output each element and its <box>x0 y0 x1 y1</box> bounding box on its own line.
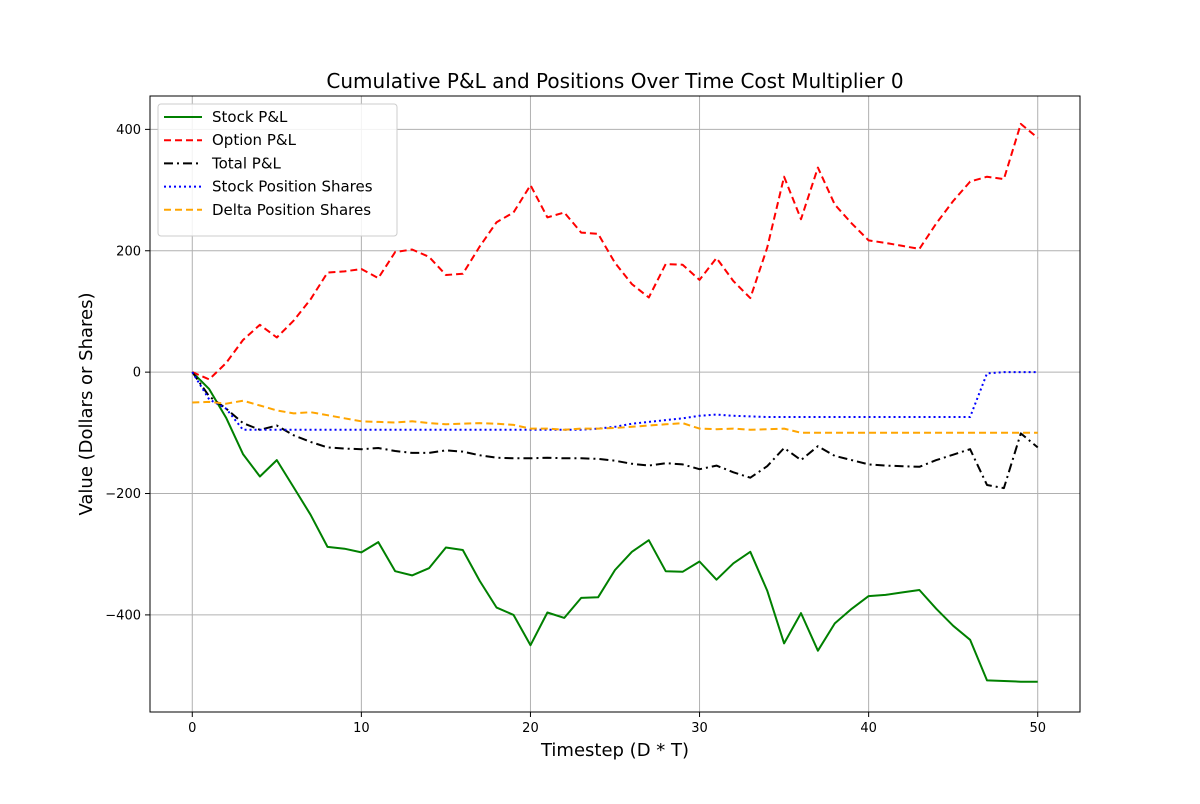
x-axis-label: Timestep (D * T) <box>540 740 689 761</box>
series-line-delta-position-shares <box>192 399 1038 434</box>
legend: Stock P&L Option P&L Total P&L Stock Positi… <box>157 103 398 237</box>
legend-label: Option P&L <box>212 131 297 149</box>
chart-title: Cumulative P&L and Positions Over Time C… <box>326 69 903 93</box>
x-tick-label: 10 <box>353 721 370 736</box>
legend-label: Delta Position Shares <box>212 201 371 219</box>
series-line-stock-position-shares <box>191 371 1038 431</box>
x-tick-label: 40 <box>860 721 877 736</box>
plot-frame <box>149 95 1081 713</box>
grid <box>150 96 1080 712</box>
axis-ticks: 0 10 20 30 40 50 −400 −200 0 200 400 <box>105 123 1046 736</box>
series-line-stock-p-l <box>191 371 1038 683</box>
y-tick-label: 200 <box>116 244 141 259</box>
x-tick-label: 30 <box>691 721 708 736</box>
y-tick-label: 0 <box>133 366 141 381</box>
series-line-total-p-l <box>191 371 1039 490</box>
y-tick-label: −400 <box>105 608 141 623</box>
legend-label: Stock Position Shares <box>212 178 373 196</box>
legend-label: Stock P&L <box>212 108 288 126</box>
series-group <box>191 122 1039 683</box>
y-tick-label: 400 <box>116 123 141 138</box>
x-tick-label: 0 <box>188 721 196 736</box>
legend-box <box>157 103 398 237</box>
x-tick-label: 20 <box>522 721 539 736</box>
series-line-option-p-l <box>191 122 1039 381</box>
y-tick-label: −200 <box>105 487 141 502</box>
y-axis-label: Value (Dollars or Shares) <box>76 292 97 515</box>
legend-label: Total P&L <box>211 154 282 172</box>
x-tick-label: 50 <box>1029 721 1046 736</box>
